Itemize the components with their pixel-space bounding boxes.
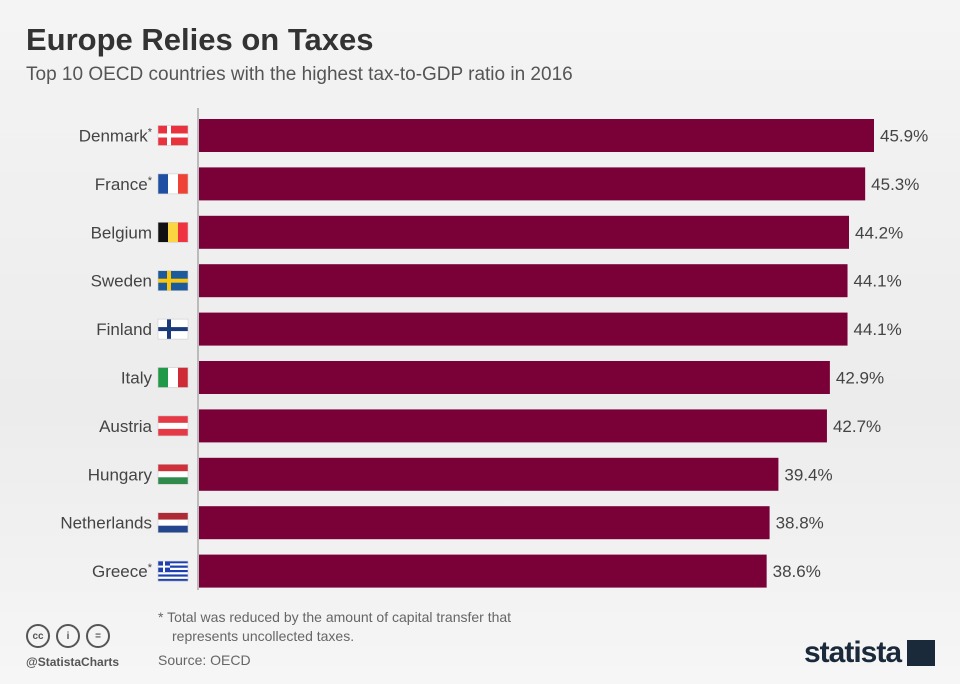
category-label: Belgium — [91, 223, 152, 242]
category-label: Hungary — [88, 465, 153, 484]
license-icons: cc i = — [26, 624, 110, 648]
data-label: 42.7% — [833, 417, 881, 436]
data-label: 38.8% — [776, 514, 824, 533]
flag-gr-icon — [157, 560, 189, 582]
data-label: 39.4% — [784, 465, 832, 484]
footnote-line-2: represents uncollected taxes. — [172, 628, 355, 644]
data-label: 44.1% — [854, 272, 902, 291]
data-label: 45.9% — [880, 127, 928, 146]
statista-logo: statista — [804, 636, 936, 670]
flag-it-icon — [157, 367, 189, 388]
category-label: Finland — [96, 320, 152, 339]
attribution-icon: i — [56, 624, 80, 648]
category-label: Sweden — [91, 272, 152, 291]
logo-mark-icon — [907, 640, 936, 666]
bar — [199, 215, 849, 249]
no-derivatives-icon: = — [86, 624, 110, 648]
data-label: 38.6% — [773, 562, 821, 581]
footnote: * Total was reduced by the amount of cap… — [158, 608, 511, 646]
source-text: Source: OECD — [158, 652, 251, 668]
category-label: Denmark* — [79, 127, 153, 146]
bar — [199, 506, 770, 540]
bar — [199, 119, 874, 152]
bar — [199, 167, 866, 201]
bar — [199, 409, 827, 443]
data-label: 42.9% — [836, 369, 884, 388]
category-label: Netherlands — [60, 514, 152, 533]
chart-subtitle: Top 10 OECD countries with the highest t… — [26, 64, 573, 85]
flag-fi-icon — [157, 318, 189, 340]
footnote-line-1: * Total was reduced by the amount of cap… — [158, 609, 512, 625]
bar — [199, 554, 767, 588]
bar — [199, 264, 848, 298]
flag-be-icon — [157, 222, 189, 243]
flag-se-icon — [157, 270, 189, 292]
category-label: Greece* — [92, 562, 153, 581]
flag-at-icon — [157, 415, 189, 437]
flag-fr-icon — [157, 173, 189, 195]
flag-hu-icon — [157, 463, 189, 485]
bar — [199, 312, 848, 346]
cc-icon: cc — [26, 624, 50, 648]
twitter-handle: @StatistaCharts — [26, 655, 120, 669]
logo-word: statista — [804, 636, 902, 669]
category-label: France* — [95, 175, 153, 194]
data-label: 44.2% — [855, 223, 903, 242]
flag-nl-icon — [157, 512, 189, 534]
category-label: Italy — [121, 369, 153, 388]
data-label: 44.1% — [854, 320, 902, 339]
bar-chart: 45.9% Denmark* 45.3% France* 44.2% Belgium 44.… — [60, 108, 928, 590]
bar — [199, 361, 830, 394]
category-label: Austria — [99, 417, 152, 436]
data-label: 45.3% — [871, 175, 919, 194]
flag-dk-icon — [157, 125, 189, 146]
chart-title: Europe Relies on Taxes — [26, 22, 374, 57]
bar — [199, 457, 779, 491]
